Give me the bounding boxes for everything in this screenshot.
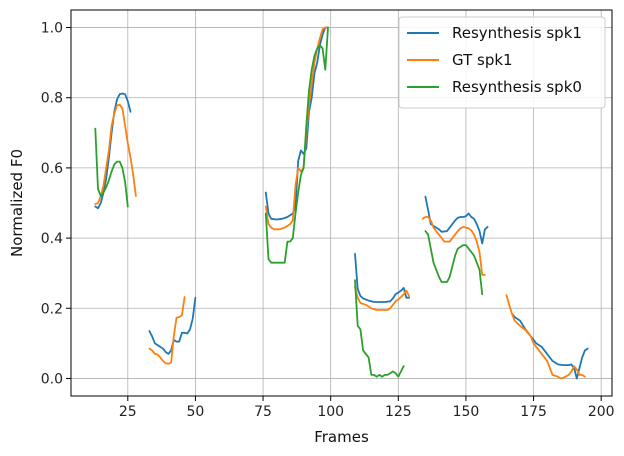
series-resynthesis-spk0	[94, 26, 484, 378]
x-tick-label: 100	[317, 404, 344, 420]
y-axis-label: Normalized F0	[8, 149, 26, 257]
series-line-segment	[94, 127, 129, 208]
series-line-segment	[354, 252, 411, 303]
axis-ticks: 25 50 75 100 125 150 175 200 0.0 0.2 0.4 0.6 0.8 1.0	[41, 21, 615, 420]
x-tick-label: 150	[453, 404, 480, 420]
x-tick-label: 175	[520, 404, 547, 420]
y-tick-label: 0.6	[41, 161, 63, 177]
series-line-segment	[424, 195, 489, 245]
series-line-segment	[264, 26, 329, 264]
plot-frame	[70, 9, 613, 397]
x-tick-label: 75	[254, 404, 272, 420]
legend-box	[398, 16, 606, 109]
series-line-segment	[505, 294, 586, 380]
series-gt-spk1	[94, 26, 586, 380]
series-lines	[94, 26, 589, 380]
series-line-segment	[264, 26, 329, 231]
x-tick-label: 200	[588, 404, 615, 420]
x-axis-label: Frames	[314, 428, 369, 446]
legend-label: GT spk1	[452, 51, 513, 69]
legend: Resynthesis spk1 GT spk1 Resynthesis spk0	[398, 16, 606, 109]
y-tick-label: 0.2	[41, 301, 63, 317]
series-line-segment	[354, 286, 411, 311]
series-line-segment	[354, 279, 405, 378]
x-tick-label: 125	[385, 404, 412, 420]
series-line-segment	[148, 296, 186, 365]
series-line-segment	[424, 230, 484, 296]
y-tick-label: 1.0	[41, 21, 63, 37]
y-tick-label: 0.8	[41, 91, 63, 107]
y-tick-label: 0.4	[41, 231, 63, 247]
x-tick-label: 25	[119, 404, 137, 420]
y-tick-label: 0.0	[41, 371, 63, 387]
series-line-segment	[421, 216, 486, 276]
series-line-segment	[94, 103, 137, 206]
series-line-segment	[264, 26, 329, 221]
legend-label: Resynthesis spk1	[452, 24, 582, 42]
x-tick-label: 50	[187, 404, 205, 420]
legend-label: Resynthesis spk0	[452, 78, 582, 96]
